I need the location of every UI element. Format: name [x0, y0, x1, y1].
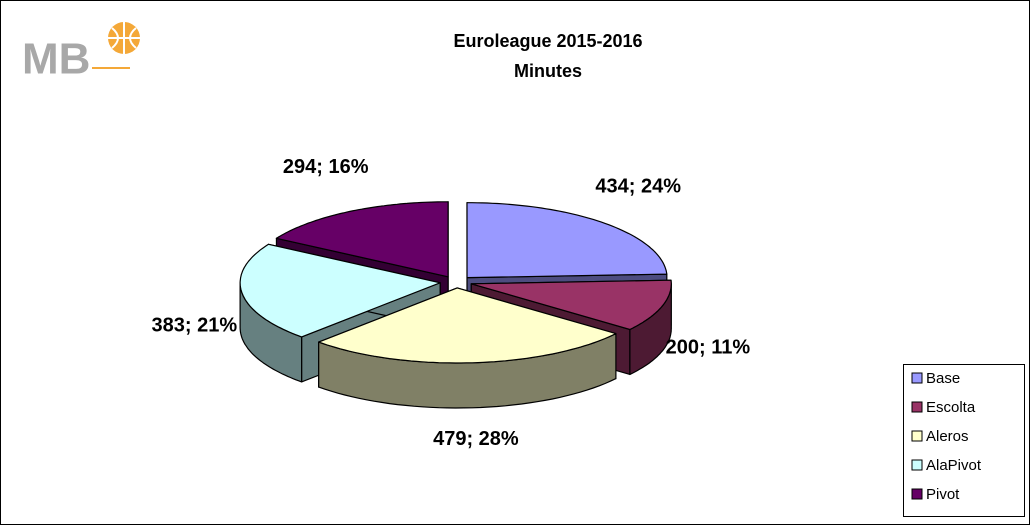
data-label: 383; 21% — [152, 315, 238, 337]
logo: MB — [22, 22, 140, 84]
slice-top — [466, 202, 668, 279]
logo-text: MB — [22, 35, 90, 84]
data-label: 434; 24% — [595, 175, 681, 197]
chart-subtitle: Minutes — [514, 61, 582, 81]
legend-label: Base — [926, 370, 960, 387]
chart-title: Euroleague 2015-2016 — [453, 31, 642, 51]
legend-label: Aleros — [926, 428, 969, 445]
legend-swatch — [911, 372, 923, 384]
slice-top — [239, 243, 441, 338]
data-label: 200; 11% — [666, 337, 751, 359]
legend-swatch — [911, 401, 923, 413]
data-label: 294; 16% — [283, 156, 369, 178]
data-label: 479; 28% — [433, 428, 519, 450]
legend-label: Escolta — [926, 399, 976, 416]
slice-top — [275, 201, 449, 278]
slice-top — [318, 287, 617, 364]
pie-slice — [318, 287, 617, 409]
legend-swatch — [911, 459, 923, 471]
slice-top — [470, 279, 672, 331]
legend-label: Pivot — [926, 486, 960, 503]
legend-swatch — [911, 430, 923, 442]
legend-label: AlaPivot — [926, 457, 982, 474]
logo-ball-lines — [108, 22, 140, 54]
legend-swatch — [911, 488, 923, 500]
legend — [903, 364, 1025, 517]
